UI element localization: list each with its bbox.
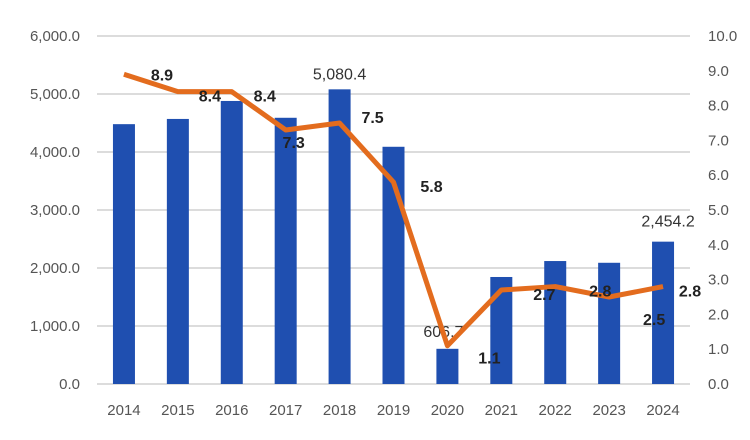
left-tick-label: 0.0: [59, 376, 80, 393]
x-tick-label: 2024: [646, 402, 679, 419]
right-tick-label: 5.0: [708, 202, 729, 219]
line-data-label: 5.8: [420, 179, 442, 196]
x-tick-label: 2018: [323, 402, 356, 419]
bar: [112, 124, 135, 384]
bar: [598, 262, 621, 384]
line-data-label: 7.3: [283, 135, 305, 152]
x-tick-label: 2016: [215, 402, 248, 419]
left-tick-label: 4,000.0: [30, 144, 80, 161]
x-tick-label: 2020: [431, 402, 464, 419]
bar: [652, 241, 675, 384]
x-tick-label: 2023: [592, 402, 625, 419]
bar-data-label: 2,454.2: [641, 214, 694, 231]
line-data-label: 7.5: [361, 110, 383, 127]
x-tick-label: 2021: [485, 402, 518, 419]
x-tick-label: 2017: [269, 402, 302, 419]
line-data-label: 8.4: [199, 89, 221, 106]
right-tick-label: 8.0: [708, 98, 729, 115]
right-tick-label: 3.0: [708, 272, 729, 289]
line-data-label: 1.1: [478, 351, 500, 368]
right-tick-label: 4.0: [708, 237, 729, 254]
right-tick-label: 7.0: [708, 132, 729, 149]
line-series: [123, 71, 664, 349]
bar-data-label: 5,080.4: [313, 66, 366, 83]
left-tick-label: 2,000.0: [30, 260, 80, 277]
bar: [544, 261, 567, 384]
line-data-label: 8.9: [151, 67, 173, 84]
bar: [274, 117, 297, 384]
line-data-label: 2.8: [589, 284, 611, 301]
bar: [220, 100, 243, 385]
line-data-label: 2.7: [533, 287, 555, 304]
right-tick-label: 9.0: [708, 63, 729, 80]
bar: [490, 276, 513, 384]
line-data-label: 2.5: [643, 312, 665, 329]
line-data-label: 2.8: [679, 284, 701, 301]
x-tick-label: 2014: [107, 402, 140, 419]
right-tick-label: 10.0: [708, 28, 737, 45]
line-data-label: 8.4: [254, 89, 276, 106]
x-tick-label: 2022: [539, 402, 572, 419]
bar: [436, 348, 459, 384]
right-tick-label: 0.0: [708, 376, 729, 393]
x-tick-label: 2019: [377, 402, 410, 419]
bar: [328, 89, 351, 385]
right-tick-label: 1.0: [708, 341, 729, 358]
left-tick-label: 3,000.0: [30, 202, 80, 219]
left-tick-label: 6,000.0: [30, 28, 80, 45]
x-tick-label: 2015: [161, 402, 194, 419]
bar: [166, 118, 189, 384]
left-tick-label: 1,000.0: [30, 318, 80, 335]
left-tick-label: 5,000.0: [30, 86, 80, 103]
right-tick-label: 2.0: [708, 306, 729, 323]
right-tick-label: 6.0: [708, 167, 729, 184]
